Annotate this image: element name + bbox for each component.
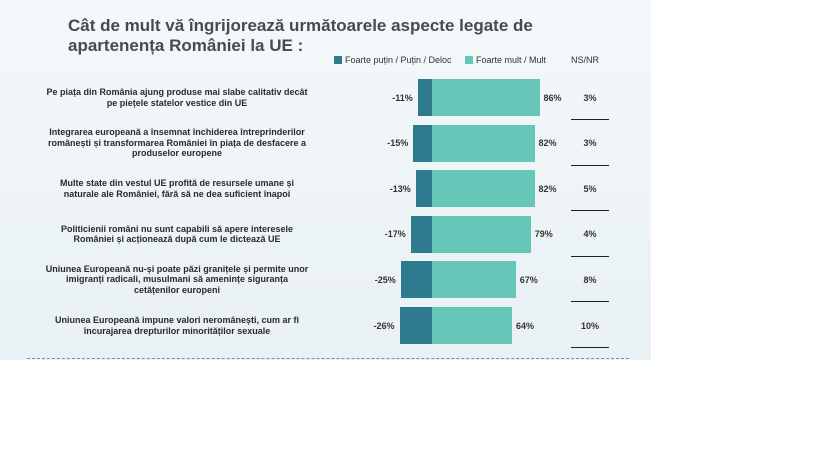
value-label-negative: -26% xyxy=(373,320,395,331)
nsnr-underline xyxy=(571,255,609,257)
nsnr-header: NS/NR xyxy=(571,55,600,65)
chart-title: Cât de mult vă îngrijorează următoarele … xyxy=(68,16,533,55)
value-label-negative: -11% xyxy=(392,92,413,103)
category-label: Politicienii români nu sunt capabili să … xyxy=(60,223,294,245)
legend-item-negative: Foarte puțin / Puțin / Deloc xyxy=(334,54,452,66)
legend-label-negative: Foarte puțin / Puțin / Deloc xyxy=(345,55,452,65)
bottom-dashed-divider xyxy=(27,358,629,359)
bar-positive xyxy=(432,261,516,299)
nsnr-underline xyxy=(571,347,609,348)
bar-negative xyxy=(415,170,432,208)
bar-positive xyxy=(432,124,535,162)
legend-label-positive: Foarte mult / Mult xyxy=(476,55,547,65)
value-label-positive: 67% xyxy=(519,274,538,285)
bar-negative xyxy=(399,307,432,344)
nsnr-value: 4% xyxy=(583,229,597,240)
category-label: Multe state din vestul UE profită de res… xyxy=(59,178,295,199)
value-label-positive: 64% xyxy=(516,320,535,331)
value-label-positive: 82% xyxy=(538,138,557,149)
value-label-negative: -15% xyxy=(387,138,409,149)
bar-negative xyxy=(418,79,432,116)
bar-negative xyxy=(410,215,432,253)
category-label: Pe piața din România ajung produse mai s… xyxy=(46,87,308,108)
legend-swatch-positive xyxy=(465,56,473,64)
value-label-positive: 79% xyxy=(534,229,553,240)
nsnr-value: 3% xyxy=(583,92,597,103)
nsnr-value: 8% xyxy=(583,274,597,285)
legend-swatch-negative xyxy=(334,56,342,64)
value-label-positive: 86% xyxy=(543,92,562,103)
nsnr-underline xyxy=(571,164,609,166)
nsnr-value: 3% xyxy=(583,138,597,149)
legend-item-positive: Foarte mult / Mult xyxy=(465,54,546,66)
value-label-negative: -17% xyxy=(384,229,406,240)
bar-positive xyxy=(432,307,512,344)
nsnr-underline xyxy=(571,301,609,303)
nsnr-underline xyxy=(571,119,609,120)
bar-positive xyxy=(432,215,531,253)
category-label: Integrarea europeană a însemnat închider… xyxy=(47,127,307,159)
category-label: Uniunea Europeană nu-și poate păzi grani… xyxy=(45,263,309,295)
bar-positive xyxy=(432,170,535,208)
value-label-positive: 82% xyxy=(538,183,557,194)
nsnr-value: 5% xyxy=(583,183,597,194)
bar-negative xyxy=(400,261,432,299)
value-label-negative: -13% xyxy=(389,183,411,194)
chart-panel: Cât de mult vă îngrijorează următoarele … xyxy=(0,0,651,360)
bar-negative xyxy=(413,124,432,162)
nsnr-value: 10% xyxy=(580,320,599,331)
value-label-negative: -25% xyxy=(374,274,396,285)
nsnr-underline xyxy=(571,210,609,212)
bar-positive xyxy=(432,79,540,116)
category-label: Uniunea Europeană impune valori neromâne… xyxy=(54,315,300,336)
